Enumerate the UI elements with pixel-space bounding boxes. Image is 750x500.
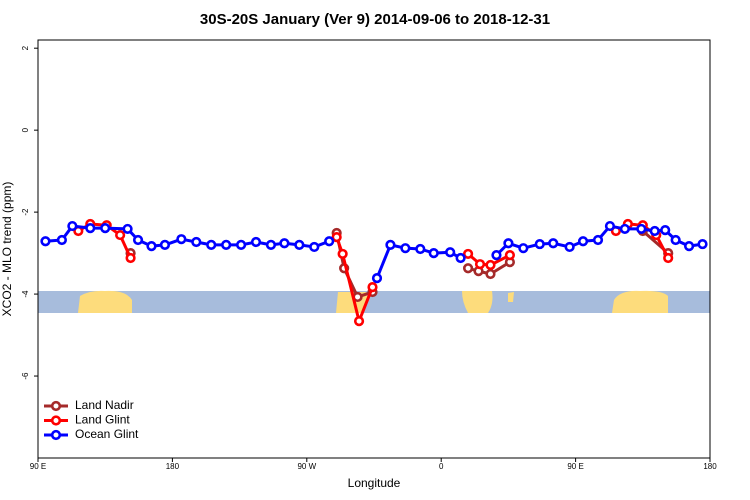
data-point	[331, 232, 342, 243]
data-point	[445, 247, 456, 258]
data-point	[235, 239, 247, 251]
data-point	[518, 243, 529, 254]
data-point	[592, 234, 604, 246]
data-point	[40, 236, 51, 247]
land	[508, 292, 514, 302]
data-point	[385, 239, 396, 251]
x-tick-label: 90 E	[30, 462, 46, 471]
legend-label: Ocean Glint	[75, 427, 139, 441]
data-point	[206, 239, 217, 251]
data-point	[176, 234, 187, 245]
x-tick-label: 180	[166, 462, 180, 471]
data-point	[577, 236, 589, 247]
data-point	[415, 243, 426, 255]
data-point	[159, 239, 171, 251]
data-point	[122, 223, 133, 235]
data-point	[294, 239, 305, 251]
data-point	[309, 241, 320, 253]
land	[612, 290, 668, 313]
data-point	[279, 238, 290, 249]
data-point	[485, 259, 496, 271]
y-tick-label: -6	[21, 372, 30, 380]
data-point	[56, 234, 67, 246]
x-tick-label: 90 E	[567, 462, 583, 471]
data-point	[455, 252, 466, 264]
data-point	[474, 259, 486, 270]
data-point	[85, 223, 96, 234]
data-point	[564, 241, 575, 253]
legend-label: Land Nadir	[75, 398, 134, 412]
data-point	[534, 238, 545, 250]
data-point	[250, 236, 262, 248]
data-point	[604, 220, 616, 232]
data-point	[428, 247, 439, 259]
data-point	[649, 225, 660, 237]
y-tick-label: -4	[21, 290, 30, 298]
data-point	[663, 252, 674, 264]
data-point	[115, 229, 126, 241]
legend-label: Land Glint	[75, 413, 130, 427]
data-point	[670, 234, 681, 246]
data-point	[504, 250, 515, 261]
data-point	[491, 250, 502, 261]
data-point	[191, 236, 202, 248]
data-point	[697, 238, 708, 250]
data-point	[337, 248, 348, 260]
land	[462, 291, 493, 313]
x-axis-label: Longitude	[348, 476, 401, 490]
data-point	[683, 241, 695, 252]
plot-frame	[37, 39, 711, 459]
data-point	[221, 239, 232, 251]
data-point	[353, 316, 365, 327]
data-point	[125, 252, 136, 264]
y-tick-label: 0	[21, 127, 30, 132]
ocean-band	[38, 291, 710, 313]
series	[40, 220, 708, 284]
data-point	[371, 272, 383, 284]
x-tick-label: 180	[703, 462, 717, 471]
data-point	[324, 236, 335, 247]
data-point	[462, 263, 474, 274]
data-point	[132, 234, 144, 246]
data-point	[548, 238, 559, 249]
land	[78, 290, 132, 313]
data-point	[660, 225, 671, 236]
data-point	[67, 220, 78, 232]
map-strip	[38, 290, 710, 313]
data-point	[400, 243, 411, 254]
x-tick-label: 0	[439, 462, 444, 471]
legend-marker	[50, 400, 62, 412]
data-point	[485, 268, 496, 280]
data-point	[636, 223, 647, 235]
x-tick-label: 90 W	[297, 462, 316, 471]
data-point	[265, 239, 277, 251]
data-point	[367, 282, 378, 293]
data-point	[462, 248, 474, 260]
y-axis-label: XCO2 - MLO trend (ppm)	[0, 182, 14, 317]
y-tick-label: 2	[21, 45, 30, 50]
chart-title: 30S-20S January (Ver 9) 2014-09-06 to 20…	[200, 11, 550, 28]
legend-marker	[50, 415, 62, 426]
y-tick-label: -2	[21, 208, 30, 216]
data-point	[503, 238, 514, 249]
legend-marker	[50, 429, 62, 441]
data-point	[100, 223, 111, 234]
data-point	[619, 223, 630, 235]
data-point	[146, 241, 157, 252]
